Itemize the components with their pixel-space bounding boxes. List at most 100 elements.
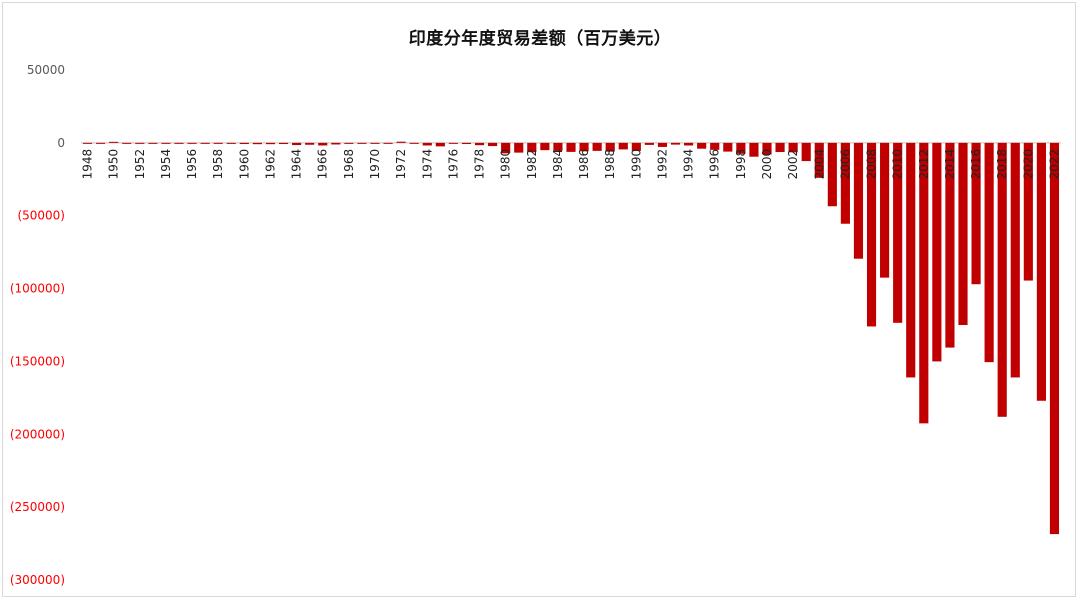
x-tick-label: 1978 xyxy=(473,149,487,180)
x-tick-label: 1994 xyxy=(682,149,696,180)
bar-1986 xyxy=(579,142,589,152)
bar-1997 xyxy=(723,142,733,152)
x-tick-label: 1972 xyxy=(394,149,408,180)
bar-1992 xyxy=(657,142,668,147)
bar-2005 xyxy=(827,142,837,207)
bar-1979 xyxy=(488,142,498,147)
x-tick-label: 2016 xyxy=(969,149,983,180)
bar-1976 xyxy=(448,142,458,144)
bar-2004 xyxy=(814,142,824,178)
bar-1948 xyxy=(82,142,93,144)
x-tick-label: 2022 xyxy=(1047,149,1061,180)
bar-2015 xyxy=(958,142,968,325)
x-tick-label: 1970 xyxy=(368,149,382,180)
bar-2021 xyxy=(1036,142,1046,401)
x-tick-label: 1976 xyxy=(446,149,460,180)
x-tick-label: 1984 xyxy=(551,149,565,180)
bar-chart: 50000 0 (50000) (100000) (150000) (200000) (25… xyxy=(10,63,1062,587)
bar-1990 xyxy=(631,142,641,151)
y-tick-label: (50000) xyxy=(17,209,65,223)
bar-2009 xyxy=(880,142,890,278)
bar-1985 xyxy=(566,142,576,152)
x-tick-label: 1966 xyxy=(316,149,330,180)
bar-1980 xyxy=(501,142,511,154)
x-axis-ticks: 1948 1950 1952 1954 1956 1958 1960 1962 1964 1966… xyxy=(81,149,1062,180)
bar-2020 xyxy=(1023,142,1033,281)
bar-1975 xyxy=(435,142,445,147)
bar-1961 xyxy=(252,142,262,145)
x-tick-label: 2012 xyxy=(917,149,931,180)
bar-2022 xyxy=(1049,142,1060,535)
x-tick-label: 2014 xyxy=(943,149,957,180)
bar-1956 xyxy=(187,142,197,144)
bar-1994 xyxy=(684,142,694,146)
bar-2003 xyxy=(801,142,811,162)
bar-2000 xyxy=(762,142,772,155)
x-tick-label: 2000 xyxy=(760,149,774,180)
x-tick-label: 1990 xyxy=(629,149,643,180)
x-tick-label: 1954 xyxy=(159,149,173,180)
bar-1965 xyxy=(305,142,315,145)
bar-1982 xyxy=(527,142,537,153)
y-tick-label: 0 xyxy=(57,136,65,150)
x-tick-label: 1998 xyxy=(734,149,748,180)
x-tick-label: 1986 xyxy=(577,149,591,180)
chart-title: 印度分年度贸易差额（百万美元） xyxy=(408,29,672,49)
bar-1962 xyxy=(265,142,276,145)
bar-1972 xyxy=(396,141,406,143)
bar-2019 xyxy=(1010,142,1020,378)
bar-1983 xyxy=(540,142,550,151)
bar-1967 xyxy=(331,142,341,145)
x-tick-label: 2018 xyxy=(995,149,1009,180)
bar-2001 xyxy=(775,142,785,153)
bar-1984 xyxy=(553,142,563,151)
x-tick-label: 1956 xyxy=(185,149,199,180)
bar-1998 xyxy=(736,142,746,154)
bar-2008 xyxy=(866,142,877,327)
bar-1991 xyxy=(644,142,654,145)
y-axis-ticks: 50000 0 (50000) (100000) (150000) (200000) (25… xyxy=(10,63,65,587)
x-tick-label: 1958 xyxy=(211,149,225,180)
x-tick-label: 2006 xyxy=(838,149,852,180)
bar-1963 xyxy=(278,142,289,145)
x-tick-label: 1988 xyxy=(603,149,617,180)
x-tick-label: 1962 xyxy=(263,149,277,180)
x-tick-label: 2004 xyxy=(812,149,826,180)
bar-2011 xyxy=(906,142,916,378)
bar-1989 xyxy=(618,142,628,150)
bar-1988 xyxy=(605,142,615,152)
bar-1969 xyxy=(357,142,367,144)
bar-2014 xyxy=(945,142,955,348)
x-tick-label: 2002 xyxy=(786,149,800,180)
x-tick-label: 1992 xyxy=(655,149,669,180)
x-tick-label: 2020 xyxy=(1021,149,1035,180)
bar-1996 xyxy=(710,142,720,150)
bar-1995 xyxy=(697,142,707,149)
y-tick-label: (200000) xyxy=(10,427,65,441)
bar-2002 xyxy=(788,142,798,153)
bar-1955 xyxy=(174,142,184,144)
x-tick-label: 1980 xyxy=(499,149,513,180)
bar-1971 xyxy=(383,142,393,144)
bar-1968 xyxy=(344,142,354,144)
bar-1950 xyxy=(109,141,119,143)
x-tick-label: 2008 xyxy=(865,149,879,180)
bar-1958 xyxy=(213,142,223,144)
bar-1978 xyxy=(474,142,485,146)
bar-1993 xyxy=(670,142,681,145)
bar-1960 xyxy=(239,142,249,145)
y-tick-label: 50000 xyxy=(27,63,65,77)
bar-1974 xyxy=(422,142,432,146)
y-tick-label: (150000) xyxy=(10,354,65,368)
x-tick-label: 1960 xyxy=(237,149,251,180)
bar-2018 xyxy=(997,142,1007,417)
y-tick-label: (100000) xyxy=(10,282,65,296)
x-tick-label: 1982 xyxy=(525,149,539,180)
bar-2017 xyxy=(984,142,994,363)
y-tick-label: (300000) xyxy=(10,573,65,587)
bar-2013 xyxy=(932,142,942,362)
bar-1973 xyxy=(409,142,419,144)
bar-1999 xyxy=(749,142,759,157)
bar-1952 xyxy=(135,142,145,144)
bar-1959 xyxy=(226,142,236,144)
